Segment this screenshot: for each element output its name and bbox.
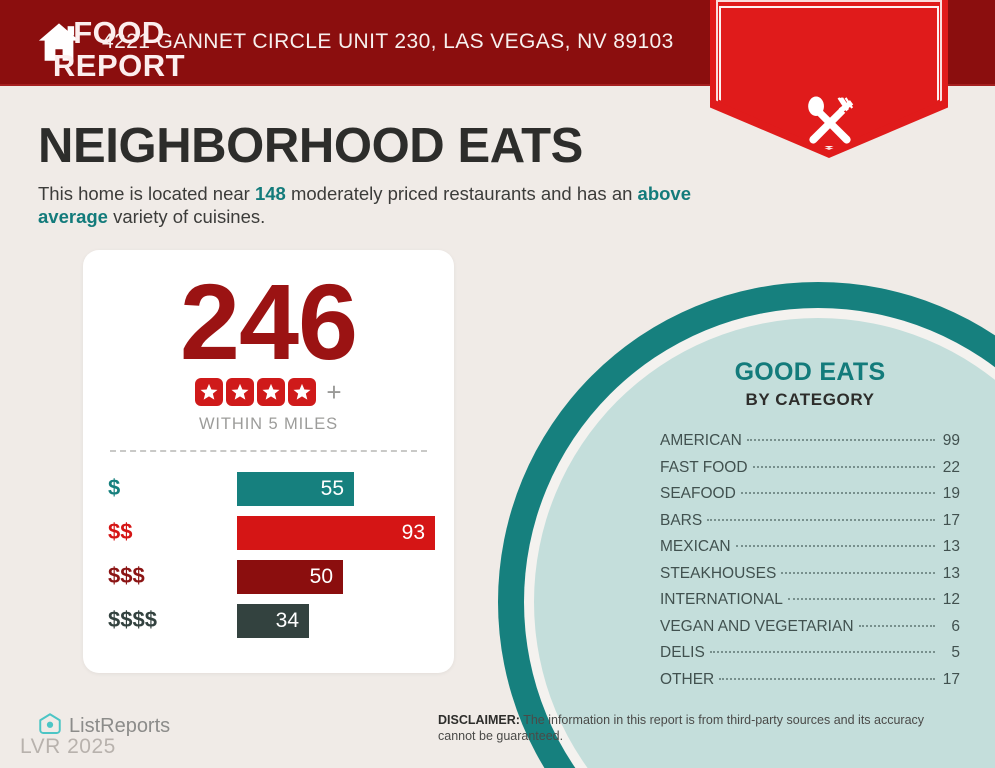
category-count: 5	[951, 644, 960, 661]
category-row: OTHER 17	[660, 671, 960, 689]
price-level-row: $$ 93	[83, 512, 454, 556]
listreports-name: ListReports	[69, 715, 171, 737]
price-level-row: $$$ 50	[83, 556, 454, 600]
category-row: INTERNATIONAL 12	[660, 591, 960, 609]
price-level-label: $$	[108, 519, 133, 544]
category-count: 13	[942, 538, 960, 555]
radius-label: WITHIN 5 MILES	[198, 415, 339, 433]
good-eats-title: GOOD EATS	[734, 358, 886, 386]
variety-highlight: above average	[38, 183, 692, 227]
disclaimer: DISCLAIMER: The information in this repo…	[438, 712, 958, 744]
price-level-bar: 50	[237, 560, 343, 594]
category-label: DELIS	[660, 644, 705, 661]
price-level-chart: $55 $$ 93 $$$ 50 $$$$ 34	[83, 468, 454, 644]
category-row: MEXICAN 13	[660, 538, 960, 556]
category-label: BARS	[660, 511, 703, 529]
category-label: MEXICAN	[660, 538, 731, 555]
category-label: INTERNATIONAL	[660, 591, 783, 608]
property-address: 4221 GANNET CIRCLE UNIT 230, LAS VEGAS, …	[102, 30, 674, 53]
listreports-brand: ListReports	[38, 712, 170, 741]
category-count: 13	[942, 564, 960, 582]
category-dot-leader	[740, 492, 935, 494]
restaurant-total: 246	[179, 261, 358, 382]
category-label: AMERICAN	[660, 432, 742, 449]
star-rating: +	[83, 378, 454, 406]
price-level-value: 34	[275, 609, 299, 632]
category-label: OTHER	[660, 670, 715, 688]
price-level-bar: 34	[237, 604, 309, 638]
price-level-bar: 93	[237, 516, 435, 550]
category-dot-leader	[787, 598, 935, 600]
price-level-label: $$$	[108, 563, 145, 588]
category-dot-leader	[752, 465, 935, 468]
category-dot-leader	[707, 518, 935, 521]
disclaimer-text: The information in this report is from t…	[438, 713, 925, 743]
badge-title-line2: REPORT	[52, 48, 186, 83]
price-level-label: $$$$	[108, 607, 157, 632]
category-count: 99	[942, 432, 960, 449]
category-label: FAST FOOD	[660, 458, 748, 476]
price-level-value: 55	[320, 477, 344, 500]
spoon-fork-icon	[797, 96, 863, 148]
category-row: STEAKHOUSES 13	[660, 565, 960, 583]
star-icon	[288, 378, 317, 406]
category-dot-leader	[746, 439, 935, 441]
star-plus-icon: +	[326, 377, 342, 407]
category-label: VEGAN AND VEGETARIAN	[660, 617, 854, 635]
subtitle-part-2: moderately priced restaurants and has an	[285, 183, 638, 204]
category-dot-leader	[781, 571, 935, 574]
watermark: LVR 2025	[20, 735, 116, 758]
star-icon	[226, 378, 255, 406]
subtitle-part-1: This home is located near	[38, 183, 255, 204]
category-row: FAST FOOD 22	[660, 459, 960, 477]
good-eats-list: AMERICAN 99 FAST FOOD 22 SEAFOOD 19 BARS 17 MEXI…	[660, 432, 960, 689]
home-icon	[36, 19, 82, 65]
price-level-value: 93	[401, 521, 425, 544]
category-dot-leader	[735, 545, 935, 547]
category-count: 19	[942, 485, 960, 502]
star-icon	[257, 378, 286, 406]
category-row: VEGAN AND VEGETARIAN 6	[660, 618, 960, 636]
disclaimer-label: DISCLAIMER:	[438, 713, 520, 727]
category-count: 22	[942, 458, 960, 476]
price-level-row: $55	[83, 468, 454, 512]
category-dot-leader	[858, 624, 935, 627]
summary-card: 246 + WITHIN 5 MILES $55 $$ 93 $$$ 50 $$$$ 34	[83, 250, 454, 673]
category-row: SEAFOOD 19	[660, 485, 960, 503]
listreports-house-icon	[38, 712, 62, 741]
good-eats-subtitle: BY CATEGORY	[745, 390, 875, 409]
badge-title-line1: FOOD	[73, 15, 165, 50]
price-level-value: 50	[309, 565, 333, 588]
card-divider	[110, 450, 427, 452]
badge-title: FOOD REPORT	[0, 16, 238, 82]
header-content: 4221 GANNET CIRCLE UNIT 230, LAS VEGAS, …	[36, 0, 674, 84]
star-icon	[195, 378, 224, 406]
category-row: BARS 17	[660, 512, 960, 530]
price-level-bar: 55	[237, 472, 354, 506]
category-row: AMERICAN 99	[660, 432, 960, 450]
good-eats-section: GOOD EATS BY CATEGORY AMERICAN 99 FAST FOO…	[660, 358, 960, 697]
page-subtitle: This home is located near 148 moderately…	[38, 182, 698, 228]
category-count: 6	[951, 617, 960, 635]
page-title: NEIGHBORHOOD EATS	[38, 119, 583, 173]
price-level-label: $	[108, 475, 121, 500]
price-level-row: $$$$ 34	[83, 600, 454, 644]
category-count: 12	[942, 591, 960, 608]
price-level-bar-track: 50	[237, 560, 343, 594]
restaurant-count-highlight: 148	[254, 183, 286, 204]
category-count: 17	[942, 511, 960, 529]
category-dot-leader	[709, 651, 935, 653]
price-level-bar-track: 93	[237, 516, 435, 550]
price-level-bar-track: 34	[237, 604, 309, 638]
subtitle-part-3: variety of cuisines.	[107, 206, 266, 227]
category-dot-leader	[719, 677, 935, 680]
category-label: STEAKHOUSES	[660, 564, 777, 582]
price-level-bar-track: 55	[237, 472, 354, 506]
category-label: SEAFOOD	[660, 485, 736, 502]
category-row: DELIS 5	[660, 644, 960, 662]
category-count: 17	[942, 670, 960, 688]
